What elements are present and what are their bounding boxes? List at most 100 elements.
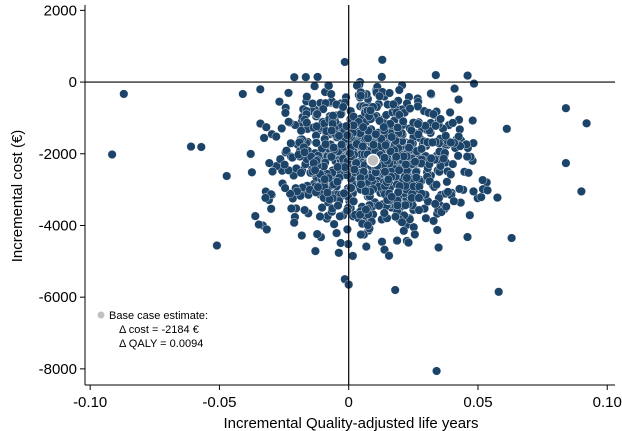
data-point — [383, 174, 393, 184]
y-tick-label: -6000 — [39, 289, 77, 306]
data-point — [333, 162, 343, 172]
data-point — [297, 230, 307, 240]
data-point — [312, 109, 322, 119]
data-point — [421, 213, 431, 223]
data-point — [441, 131, 451, 141]
data-point — [405, 103, 415, 113]
data-point — [312, 121, 322, 131]
data-point — [255, 84, 265, 94]
data-point — [399, 151, 409, 161]
data-point — [413, 129, 423, 139]
data-point — [445, 107, 455, 117]
data-point — [426, 153, 436, 163]
data-point — [463, 71, 473, 81]
data-point — [342, 130, 352, 140]
data-point — [337, 140, 347, 150]
data-point — [261, 193, 271, 203]
data-point — [388, 99, 398, 109]
data-point — [301, 72, 311, 82]
data-point — [332, 228, 342, 238]
data-point — [465, 210, 475, 220]
data-point — [431, 180, 441, 190]
data-point — [393, 187, 403, 197]
y-tick-label: 0 — [69, 74, 77, 91]
data-point — [280, 183, 290, 193]
data-point — [284, 117, 294, 127]
x-axis-title: Incremental Quality-adjusted life years — [223, 415, 478, 431]
data-point — [430, 199, 440, 209]
data-point — [315, 211, 325, 221]
data-point — [379, 122, 389, 132]
data-point — [345, 148, 355, 158]
base-case-point — [366, 153, 380, 168]
data-point — [286, 138, 296, 148]
data-point — [380, 167, 390, 177]
data-point — [246, 149, 256, 159]
data-point — [455, 184, 465, 194]
x-tick-label: -0.10 — [73, 394, 107, 411]
data-point — [449, 196, 459, 206]
data-point — [259, 133, 269, 143]
data-point — [280, 108, 290, 118]
data-point — [414, 193, 424, 203]
x-tick-label: 0.10 — [593, 394, 622, 411]
data-point — [342, 224, 352, 234]
data-point — [576, 186, 586, 196]
data-point — [326, 89, 336, 99]
data-point — [280, 160, 290, 170]
data-point — [394, 85, 404, 95]
data-point — [371, 129, 381, 139]
y-ticks: 2000 0 -2000 -4000 -6000 -8000 — [39, 2, 85, 378]
data-point — [380, 153, 390, 163]
data-point — [434, 242, 444, 252]
data-point — [311, 138, 321, 148]
data-point — [446, 169, 456, 179]
data-point — [426, 89, 436, 99]
y-tick-label: -4000 — [39, 217, 77, 234]
data-point — [393, 122, 403, 132]
data-point — [342, 206, 352, 216]
data-point — [318, 104, 328, 114]
data-point — [561, 103, 571, 113]
data-point — [313, 72, 323, 82]
data-point — [379, 208, 389, 218]
data-point — [428, 109, 438, 119]
data-point — [349, 196, 359, 206]
data-point — [361, 242, 371, 252]
data-point — [410, 157, 420, 167]
data-point — [312, 229, 322, 239]
data-point — [453, 151, 463, 161]
data-point — [463, 232, 473, 242]
data-point — [427, 137, 437, 147]
data-point — [296, 126, 306, 136]
data-point — [391, 152, 401, 162]
y-axis-title: Incremental cost (€) — [9, 130, 26, 263]
data-point — [262, 224, 272, 234]
data-point — [196, 142, 206, 152]
data-point — [385, 88, 395, 98]
data-point — [448, 159, 458, 169]
y-tick-label: -8000 — [39, 361, 77, 378]
data-point — [356, 91, 366, 101]
data-point — [432, 366, 442, 376]
data-point — [286, 203, 296, 213]
data-point — [329, 143, 339, 153]
data-point — [476, 192, 486, 202]
data-point — [441, 202, 451, 212]
data-point — [322, 188, 332, 198]
data-point — [341, 121, 351, 131]
legend-marker — [97, 311, 105, 319]
data-point — [310, 165, 320, 175]
data-point — [268, 166, 278, 176]
data-point — [254, 219, 264, 229]
data-point — [264, 158, 274, 168]
data-point — [334, 131, 344, 141]
data-point — [386, 146, 396, 156]
data-point — [392, 236, 402, 246]
data-point — [401, 159, 411, 169]
data-point — [300, 147, 310, 157]
data-point — [355, 210, 365, 220]
data-point — [363, 220, 373, 230]
data-point — [492, 193, 502, 203]
